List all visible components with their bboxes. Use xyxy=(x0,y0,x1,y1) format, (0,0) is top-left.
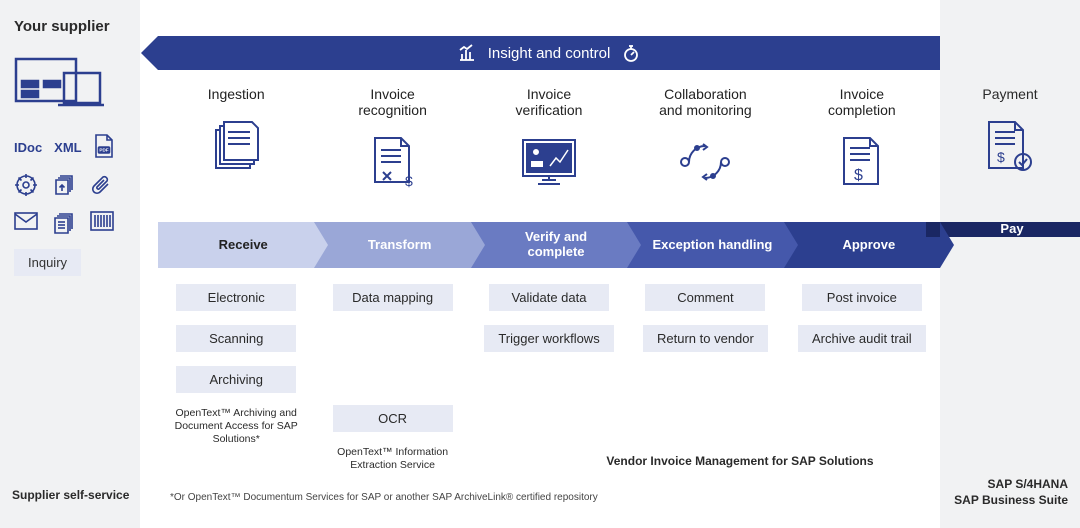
diagram-container: Your supplier IDoc XML PDF xyxy=(0,0,1080,528)
payment-footer: SAP S/4HANA SAP Business Suite xyxy=(952,476,1068,508)
chevron-receive: Receive xyxy=(158,222,314,268)
supplier-device-icon xyxy=(14,53,130,112)
under-receive: Electronic Scanning Archiving OpenText™ … xyxy=(158,284,314,472)
box-archiving: Archiving xyxy=(176,366,296,393)
stopwatch-icon xyxy=(622,44,640,62)
docs-stack-icon xyxy=(52,211,76,235)
box-electronic: Electronic xyxy=(176,284,296,311)
payment-label: Payment xyxy=(940,86,1080,102)
chevron-row: Receive Transform Verify and complete Ex… xyxy=(158,222,940,268)
format-xml: XML xyxy=(54,140,81,155)
box-ocr: OCR xyxy=(333,405,453,432)
box-comment: Comment xyxy=(645,284,765,311)
insight-bar: Insight and control xyxy=(158,36,940,70)
chevron-transform: Transform xyxy=(314,222,470,268)
payment-panel: Payment $ Pay SAP S/4HANA SAP Business S… xyxy=(940,0,1080,528)
svg-text:$: $ xyxy=(405,173,413,189)
pay-footer-1: SAP S/4HANA xyxy=(952,476,1068,492)
stage-verification: Invoice verification xyxy=(471,86,627,192)
supplier-formats: IDoc XML PDF xyxy=(14,134,130,161)
chevron-approve: Approve xyxy=(784,222,940,268)
cycle-dots-icon xyxy=(633,132,777,192)
upload-docs-icon xyxy=(52,173,76,197)
paperclip-icon xyxy=(90,173,114,197)
under-approve: Post invoice Archive audit trail xyxy=(784,284,940,472)
stage-completion: Invoice completion $ xyxy=(784,86,940,192)
main-panel: Insight and control Ingestion Invoice re… xyxy=(140,0,940,528)
format-idoc: IDoc xyxy=(14,140,42,155)
stack-docs-icon xyxy=(164,116,308,176)
pdf-file-icon: PDF xyxy=(94,134,114,161)
sub-archiving: OpenText™ Archiving and Document Access … xyxy=(171,407,301,446)
stage-label: Collaboration and monitoring xyxy=(633,86,777,118)
pay-footer-2: SAP Business Suite xyxy=(952,492,1068,508)
pdf-badge-text: PDF xyxy=(99,148,108,153)
box-archive: Archive audit trail xyxy=(798,325,926,352)
envelope-icon xyxy=(14,211,38,231)
supplier-footer: Supplier self-service xyxy=(12,488,129,502)
stage-recognition: Invoice recognition $ xyxy=(314,86,470,192)
stage-label: Invoice recognition xyxy=(320,86,464,118)
stage-ingestion: Ingestion xyxy=(158,86,314,192)
svg-text:$: $ xyxy=(854,167,863,184)
under-transform: Data mapping OCR OpenText™ Information E… xyxy=(314,284,470,472)
box-validate: Validate data xyxy=(489,284,609,311)
gear-icon xyxy=(14,173,38,197)
box-scanning: Scanning xyxy=(176,325,296,352)
supplier-panel: Your supplier IDoc XML PDF xyxy=(0,0,140,528)
box-return: Return to vendor xyxy=(643,325,768,352)
insight-label: Insight and control xyxy=(488,45,611,62)
invoice-dollar-icon: $ xyxy=(790,132,934,192)
under-verify: Validate data Trigger workflows xyxy=(471,284,627,472)
chevron-exception: Exception handling xyxy=(627,222,783,268)
under-row: Electronic Scanning Archiving OpenText™ … xyxy=(158,284,940,472)
svg-text:$: $ xyxy=(997,149,1005,165)
stage-label: Invoice verification xyxy=(477,86,621,118)
bar-chart-icon xyxy=(458,44,476,62)
box-datamapping: Data mapping xyxy=(333,284,453,311)
supplier-icon-grid xyxy=(14,173,130,235)
supplier-title: Your supplier xyxy=(14,18,130,35)
under-exception: Comment Return to vendor xyxy=(627,284,783,472)
sub-ocr: OpenText™ Information Extraction Service xyxy=(328,446,458,472)
chevron-verify: Verify and complete xyxy=(471,222,627,268)
stage-row: Ingestion Invoice recognition $ Invoice … xyxy=(158,86,940,192)
inquiry-pill: Inquiry xyxy=(14,249,81,276)
stage-collab: Collaboration and monitoring xyxy=(627,86,783,192)
box-post: Post invoice xyxy=(802,284,922,311)
monitor-chart-icon xyxy=(477,132,621,192)
footnote: *Or OpenText™ Documentum Services for SA… xyxy=(170,492,598,503)
vim-footer: Vendor Invoice Management for SAP Soluti… xyxy=(540,454,940,468)
invoice-check-icon: $ xyxy=(940,116,1080,176)
barcode-icon xyxy=(90,211,114,231)
stage-label: Invoice completion xyxy=(790,86,934,118)
box-trigger: Trigger workflows xyxy=(484,325,613,352)
stage-label: Ingestion xyxy=(164,86,308,102)
doc-convert-icon: $ xyxy=(320,132,464,192)
